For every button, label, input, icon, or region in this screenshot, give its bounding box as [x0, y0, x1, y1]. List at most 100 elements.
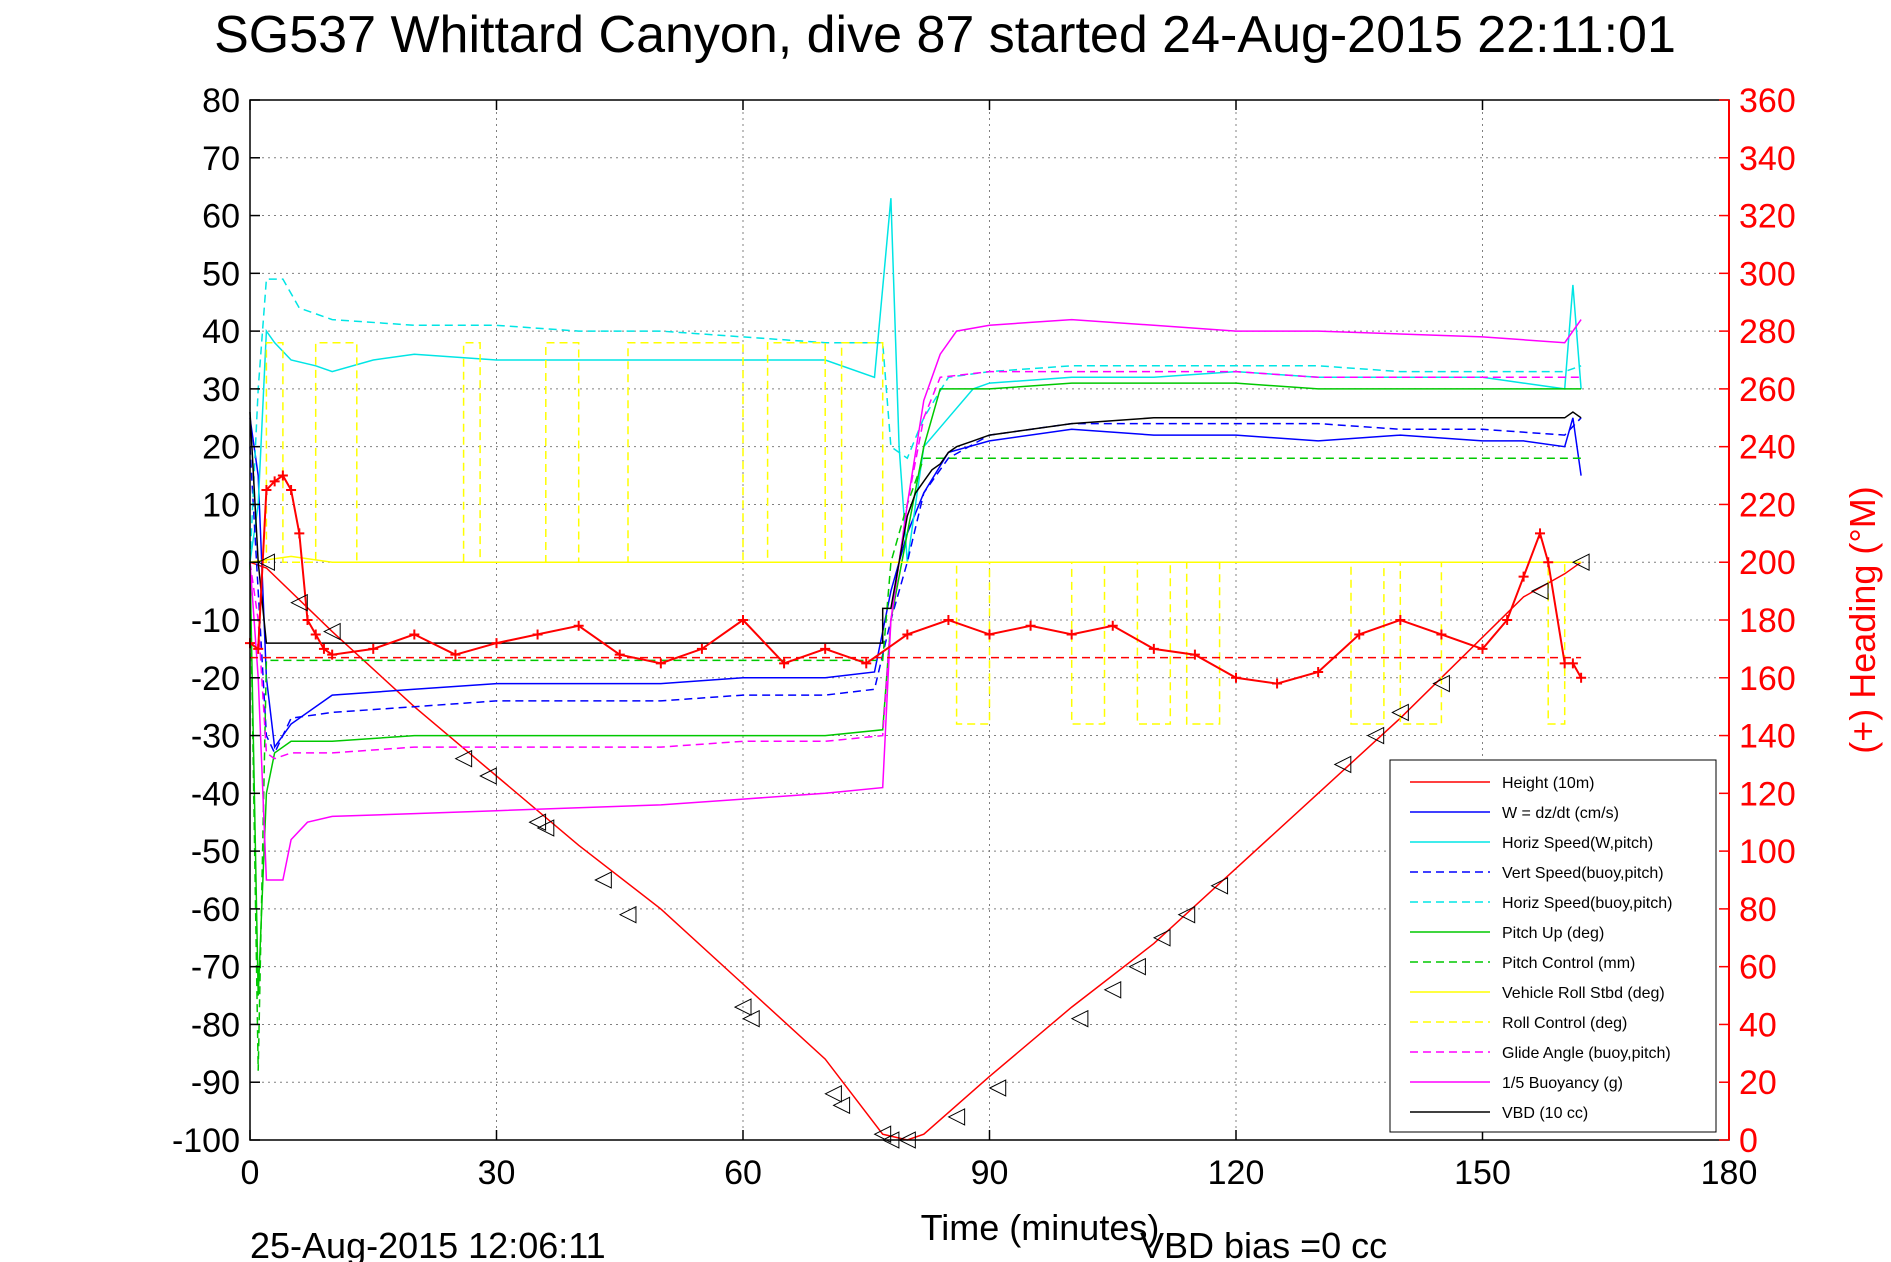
grid-layer [250, 100, 1729, 1140]
series-layer [245, 198, 1590, 1149]
y-tick-label: 0 [221, 544, 240, 582]
y-tick-label: 60 [202, 198, 240, 236]
heading-point [655, 658, 666, 669]
heading-point [779, 658, 790, 669]
height-marker [1530, 582, 1549, 600]
y-tick-label: -80 [191, 1006, 240, 1044]
heading-point [696, 643, 707, 654]
heading-point [1518, 571, 1529, 582]
height-marker [947, 1108, 966, 1126]
heading-point [573, 620, 584, 631]
height-marker [479, 767, 497, 785]
heading-point [1436, 629, 1447, 640]
y-tick-label: -20 [191, 660, 240, 698]
heading-point [253, 643, 264, 654]
right-tick-label: 260 [1739, 371, 1796, 409]
y-tick-label: -40 [191, 775, 240, 813]
footer-vbd-bias: VBD bias =0 cc [1140, 1225, 1387, 1262]
heading-point [302, 615, 313, 625]
legend-label: Glide Angle (buoy,pitch) [1502, 1045, 1671, 1062]
y-tick-label: -30 [191, 718, 240, 756]
heading-point [943, 615, 954, 625]
height-marker [873, 1125, 892, 1144]
heading-point [261, 485, 272, 495]
height-marker [1070, 1009, 1089, 1028]
right-tick-label: 80 [1739, 891, 1777, 929]
heading-point [1395, 615, 1406, 625]
right-tick-label: 320 [1739, 198, 1796, 236]
x-tick-label: 90 [971, 1154, 1009, 1192]
height-marker [1432, 674, 1450, 693]
height-marker [1571, 553, 1590, 572]
heading-point [1477, 643, 1488, 654]
heading-point [1066, 629, 1077, 640]
right-tick-label: 200 [1739, 544, 1796, 582]
heading-point [368, 643, 379, 654]
height-marker [988, 1079, 1007, 1097]
heading-point [1502, 615, 1513, 625]
right-tick-label: 20 [1739, 1064, 1777, 1102]
x-tick-label: 120 [1208, 1154, 1265, 1192]
legend-items: Height (10m) W = dz/dt (cm/s) Horiz Speed(… [1410, 775, 1672, 1122]
heading-point [1148, 643, 1159, 654]
legend-label: Horiz Speed(buoy,pitch) [1502, 895, 1672, 912]
height-marker [528, 813, 547, 832]
height-marker [733, 998, 752, 1016]
legend-label: Vehicle Roll Stbd (deg) [1502, 985, 1665, 1002]
heading-point [318, 643, 329, 654]
right-tick-label: 180 [1739, 602, 1796, 640]
height-marker [1103, 980, 1122, 999]
series-pitch-control-mm [249, 457, 1582, 1071]
height-marker [1366, 726, 1385, 745]
right-tick-label: 100 [1739, 833, 1796, 871]
heading-point [1576, 672, 1587, 683]
y-tick-label: -60 [191, 891, 240, 929]
heading-point [310, 629, 321, 640]
right-tick-label: 280 [1739, 313, 1796, 351]
heading-point [1354, 629, 1365, 640]
height-marker [536, 819, 555, 837]
y-tick-label: -100 [172, 1122, 240, 1160]
heading-trace [249, 474, 1582, 685]
legend-label: Vert Speed(buoy,pitch) [1502, 865, 1664, 882]
y-tick-label: 50 [202, 255, 240, 293]
series-horiz-speed-w-pitch [249, 198, 1582, 563]
x-tick-label: 0 [241, 1154, 260, 1192]
legend-label: W = dz/dt (cm/s) [1502, 805, 1619, 822]
right-tick-label: 240 [1739, 429, 1796, 467]
height-marker [1210, 876, 1229, 895]
heading-point [450, 649, 461, 660]
y-tick-label: 30 [202, 371, 240, 409]
height-marker [257, 553, 275, 572]
heading-point [861, 658, 872, 669]
height-marker [323, 622, 341, 641]
heading-point [1189, 649, 1200, 660]
heading-point [1231, 672, 1241, 683]
right-tick-label: 120 [1739, 775, 1796, 813]
right-tick-label: 140 [1739, 718, 1796, 756]
legend-label: Height (10m) [1502, 775, 1594, 792]
y-tick-label: -50 [191, 833, 240, 871]
x-tick-label: 30 [478, 1154, 516, 1192]
footer-date: 25-Aug-2015 12:06:11 [250, 1225, 606, 1262]
y-tick-label: -90 [191, 1064, 240, 1102]
y-tick-label: -10 [191, 602, 240, 640]
series-glide-angle-buoy-pitch [249, 370, 1582, 760]
height-marker [742, 1009, 760, 1028]
heading-point [1107, 620, 1118, 631]
series-vbd-10-cc [249, 411, 1582, 644]
series-horiz-speed-buoy-pitch [249, 278, 1582, 563]
y-tick-label: 70 [202, 140, 240, 178]
y-tick-label: 80 [202, 82, 240, 120]
x-tick-label: 60 [724, 1154, 762, 1192]
height-marker [1333, 755, 1352, 774]
legend-label: Pitch Control (mm) [1502, 955, 1635, 972]
heading-point [738, 615, 748, 625]
heading-point [1025, 620, 1036, 631]
series-1-5-buoyancy-g [249, 318, 1582, 881]
heading-point [286, 485, 297, 495]
heading-point [1567, 658, 1578, 669]
legend-label: VBD (10 cc) [1502, 1105, 1588, 1122]
heading-point [984, 629, 995, 640]
